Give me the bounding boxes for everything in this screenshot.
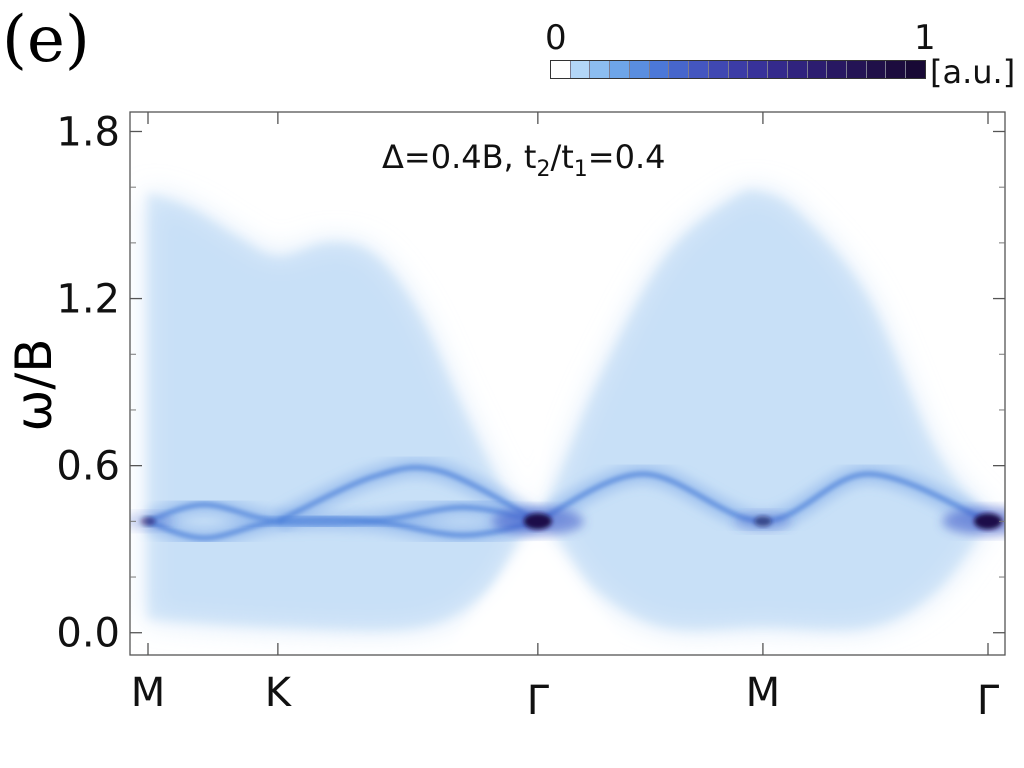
colorbar-cell [827, 61, 848, 78]
axis-ticks: M K Γ M Γ 0.0 0.6 1.2 1.8 [56, 109, 1005, 724]
parameter-annotation: Δ=0.4B, t2/t1=0.4 [382, 138, 665, 182]
colorbar-cell [866, 61, 887, 78]
gap-wedge [446, 529, 630, 655]
band-line [147, 516, 539, 541]
colorbar-cell [689, 61, 709, 78]
colorbar-cell [906, 61, 925, 78]
intensity-peak [754, 516, 772, 527]
x-tick-label: Γ [527, 678, 550, 724]
heatmap-layer [130, 122, 1005, 655]
gap-wedge [492, 122, 583, 512]
y-tick-label: 0.6 [56, 444, 120, 490]
colorbar-cell [570, 61, 591, 78]
colorbar-cell [807, 61, 828, 78]
colorbar-cell [728, 61, 749, 78]
colorbar-cell [768, 61, 788, 78]
x-tick-label: M [746, 670, 781, 716]
colorbar-cell [669, 61, 690, 78]
x-tick-label: K [265, 670, 293, 716]
y-tick-label: 1.2 [56, 277, 120, 323]
band-line [276, 465, 539, 524]
colorbar-cell [551, 61, 571, 78]
colorbar-min-label: 0 [545, 18, 567, 58]
intensity-peak [974, 513, 1002, 530]
intensity-peak [523, 513, 552, 530]
colorbar-cell [847, 61, 867, 78]
colorbar-cell [787, 61, 808, 78]
colorbar-cell [590, 61, 611, 78]
colorbar-cell [629, 61, 650, 78]
intensity-peak [140, 516, 156, 527]
colorbar-cell [610, 61, 630, 78]
colorbar-max-label: 1 [914, 18, 936, 58]
colorbar-unit-label: [a.u.] [930, 53, 1016, 91]
x-tick-label: Γ [977, 678, 1000, 724]
panel-label: (e) [2, 3, 90, 77]
colorbar-cell [708, 61, 729, 78]
y-tick-label: 0.0 [56, 611, 120, 657]
y-tick-label: 1.8 [56, 109, 120, 155]
colorbar-cell [886, 61, 907, 78]
colorbar-cell [649, 61, 670, 78]
colorbar-cell [748, 61, 769, 78]
colorbar [550, 60, 926, 79]
plot-frame [129, 111, 1006, 656]
x-tick-label: M [131, 670, 166, 716]
